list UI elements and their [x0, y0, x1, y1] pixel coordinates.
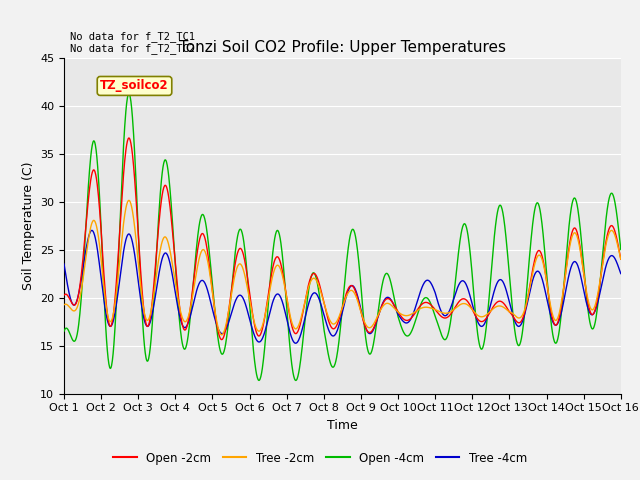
Title: Tonzi Soil CO2 Profile: Upper Temperatures: Tonzi Soil CO2 Profile: Upper Temperatur…	[179, 40, 506, 55]
Y-axis label: Soil Temperature (C): Soil Temperature (C)	[22, 161, 35, 290]
X-axis label: Time: Time	[327, 419, 358, 432]
Legend: Open -2cm, Tree -2cm, Open -4cm, Tree -4cm: Open -2cm, Tree -2cm, Open -4cm, Tree -4…	[108, 447, 532, 469]
Text: TZ_soilco2: TZ_soilco2	[100, 79, 169, 93]
Text: No data for f_T2_TC1
No data for f_T2_TC2: No data for f_T2_TC1 No data for f_T2_TC…	[70, 31, 195, 54]
